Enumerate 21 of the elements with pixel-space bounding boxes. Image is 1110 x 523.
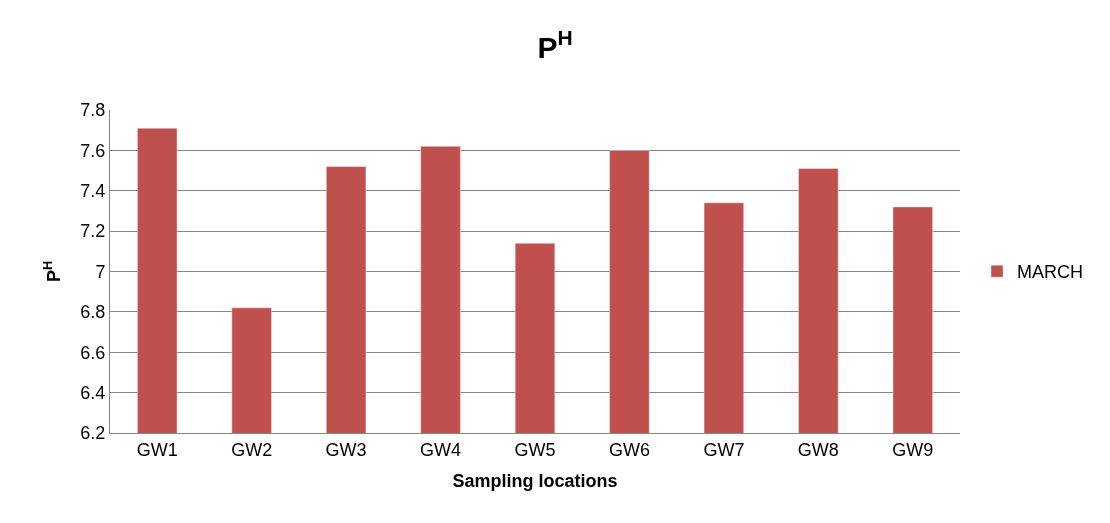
x-tick-label: GW7 [703,439,745,460]
y-tick-label: 6.2 [80,423,106,444]
x-axis-title: Sampling locations [452,470,618,491]
y-tick-label: 6.4 [80,382,106,403]
y-tick-label: 7 [95,261,106,282]
x-tick-label: GW1 [136,439,178,460]
x-tick-label: GW6 [608,439,650,460]
x-tick-label: GW3 [325,439,367,460]
x-tick-label: GW9 [892,439,934,460]
y-tick-label: 6.6 [80,342,106,363]
y-tick-label: 7.6 [80,140,106,161]
chart-title: P$^{H}$ [537,26,573,64]
y-tick-label: 7.2 [80,221,106,242]
x-tick-label: GW8 [797,439,839,460]
x-tick-label: GW5 [514,439,556,460]
y-tick-label: 6.8 [80,302,106,323]
y-tick-label: 7.8 [80,100,106,121]
x-tick-label: GW2 [231,439,273,460]
y-tick-label: 7.4 [80,181,106,202]
legend-label: MARCH [1017,262,1083,283]
x-tick-label: GW4 [420,439,462,460]
